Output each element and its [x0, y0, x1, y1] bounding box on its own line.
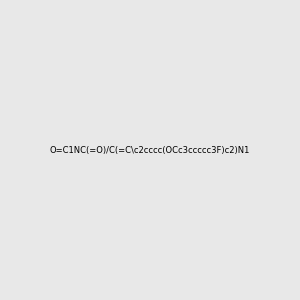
- Text: O=C1NC(=O)/C(=C\c2cccc(OCc3ccccc3F)c2)N1: O=C1NC(=O)/C(=C\c2cccc(OCc3ccccc3F)c2)N1: [50, 146, 250, 154]
